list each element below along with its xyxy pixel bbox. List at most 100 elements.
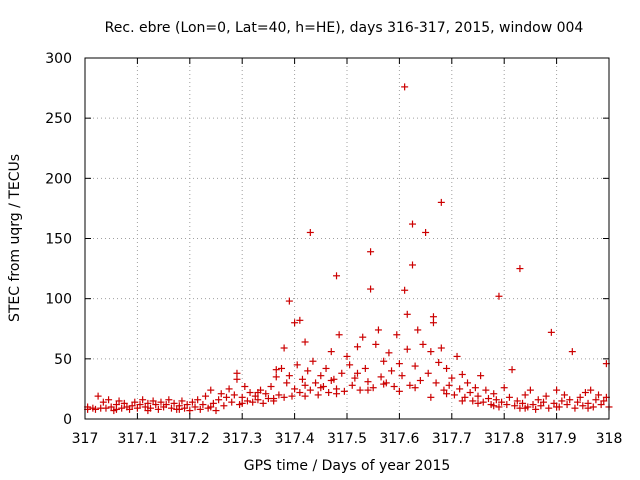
x-tick-label: 317.4	[275, 431, 315, 447]
data-point	[225, 385, 233, 393]
data-point	[553, 403, 561, 411]
data-point	[563, 401, 571, 409]
data-point	[443, 364, 451, 372]
data-point	[458, 370, 466, 378]
data-point	[461, 393, 469, 401]
data-point	[484, 395, 492, 403]
data-point	[427, 393, 435, 401]
data-point	[144, 399, 152, 407]
data-point	[361, 364, 369, 372]
data-point	[395, 360, 403, 368]
grid-lines	[85, 58, 609, 419]
data-point	[233, 369, 241, 377]
data-point	[306, 228, 314, 236]
data-point	[353, 369, 361, 377]
data-point	[388, 367, 396, 375]
data-point	[306, 386, 314, 394]
data-point	[595, 391, 603, 399]
data-point	[301, 381, 309, 389]
data-point	[322, 364, 330, 372]
data-point	[505, 393, 513, 401]
data-point	[254, 389, 262, 397]
data-point	[348, 381, 356, 389]
data-point	[183, 401, 191, 409]
data-point	[333, 272, 341, 280]
data-point	[304, 367, 312, 375]
data-point	[453, 352, 461, 360]
data-point	[149, 397, 157, 405]
x-tick-label: 317.3	[222, 431, 262, 447]
data-point	[403, 310, 411, 318]
data-point	[285, 297, 293, 305]
data-point	[511, 402, 519, 410]
data-point	[115, 397, 123, 405]
data-point	[600, 397, 608, 405]
data-point	[188, 398, 196, 406]
data-point	[464, 379, 472, 387]
data-point	[474, 399, 482, 407]
data-point	[238, 393, 246, 401]
data-point	[259, 399, 267, 407]
data-point	[395, 387, 403, 395]
data-point	[285, 372, 293, 380]
data-point	[338, 369, 346, 377]
x-tick-label: 317.6	[379, 431, 419, 447]
data-point	[249, 398, 257, 406]
data-point	[196, 405, 204, 413]
data-point	[251, 392, 259, 400]
data-point	[212, 407, 220, 415]
data-point	[233, 375, 241, 383]
data-point	[513, 397, 521, 405]
data-point	[516, 265, 524, 273]
data-point	[317, 384, 325, 392]
data-point	[466, 389, 474, 397]
data-point	[380, 357, 388, 365]
data-point	[186, 407, 194, 415]
data-point	[270, 395, 278, 403]
data-point	[346, 361, 354, 369]
data-point	[367, 285, 375, 293]
data-point	[529, 401, 537, 409]
x-tick-label: 317.8	[484, 431, 524, 447]
data-point	[406, 381, 414, 389]
data-point	[367, 248, 375, 256]
data-point	[141, 403, 149, 411]
data-point	[474, 392, 482, 400]
x-tick-label: 317.1	[117, 431, 157, 447]
data-point	[422, 228, 430, 236]
data-point	[128, 402, 136, 410]
data-point	[566, 396, 574, 404]
data-point	[424, 369, 432, 377]
data-point	[175, 405, 183, 413]
data-point	[99, 398, 107, 406]
data-point	[427, 348, 435, 356]
y-tick-label: 100	[45, 292, 72, 308]
data-point	[364, 378, 372, 386]
data-point	[574, 398, 582, 406]
data-point	[296, 316, 304, 324]
data-point	[238, 399, 246, 407]
data-point	[492, 396, 500, 404]
data-point	[301, 338, 309, 346]
chart-title: Rec. ebre (Lon=0, Lat=40, h=HE), days 31…	[105, 20, 584, 36]
data-point	[207, 386, 215, 394]
y-tick-label: 250	[45, 111, 72, 127]
data-point	[343, 352, 351, 360]
data-point	[181, 404, 189, 412]
data-point	[550, 399, 558, 407]
data-point	[293, 361, 301, 369]
data-point	[456, 385, 464, 393]
data-point	[280, 344, 288, 352]
x-tick-label: 317	[72, 431, 99, 447]
data-point	[340, 387, 348, 395]
data-point	[230, 391, 238, 399]
data-point	[312, 379, 320, 387]
data-point	[243, 397, 251, 405]
data-point	[587, 386, 595, 394]
data-point	[390, 383, 398, 391]
data-point	[490, 390, 498, 398]
data-point	[385, 349, 393, 357]
data-point	[280, 393, 288, 401]
data-point	[414, 326, 422, 334]
data-point	[327, 376, 335, 384]
